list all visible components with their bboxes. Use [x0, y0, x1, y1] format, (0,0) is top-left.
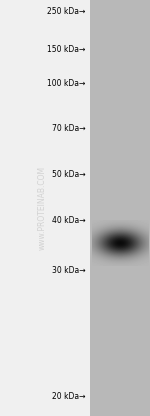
Text: www.PROTEINAB.COM: www.PROTEINAB.COM [38, 166, 46, 250]
Text: 150 kDa→: 150 kDa→ [47, 45, 86, 54]
Text: 30 kDa→: 30 kDa→ [52, 266, 86, 275]
Text: 70 kDa→: 70 kDa→ [52, 124, 86, 134]
Text: 20 kDa→: 20 kDa→ [52, 391, 86, 401]
Text: 250 kDa→: 250 kDa→ [47, 7, 86, 16]
Text: 100 kDa→: 100 kDa→ [47, 79, 86, 88]
Text: 40 kDa→: 40 kDa→ [52, 216, 86, 225]
Text: 50 kDa→: 50 kDa→ [52, 170, 86, 179]
Bar [90, 0, 150, 416]
